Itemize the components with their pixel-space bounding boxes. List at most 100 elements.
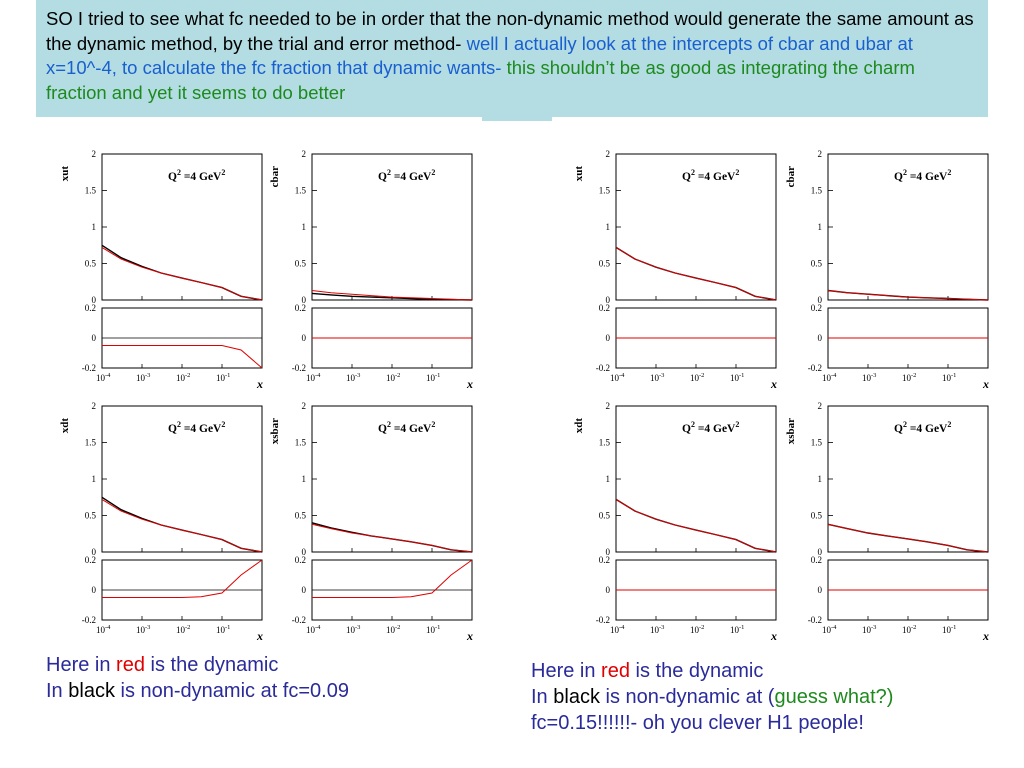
ratio-curve xyxy=(102,559,263,598)
x-tick-label: 10-4 xyxy=(306,624,321,635)
series-dynamic xyxy=(101,246,263,301)
ratio-tick-label: 0.2 xyxy=(811,303,822,313)
ratio-tick-label: 0.2 xyxy=(85,555,96,565)
caption-right-l2-suffix: is non-dynamic at ( xyxy=(605,686,775,708)
x-tick-label: 10-4 xyxy=(822,372,837,383)
ratio-tick-label: 0 xyxy=(818,333,823,343)
series-dynamic xyxy=(311,523,473,553)
x-axis-label: x xyxy=(982,629,989,643)
x-tick-label: 10-1 xyxy=(730,372,744,383)
y-axis-label: xsbar xyxy=(269,418,281,444)
x-tick-label: 10-4 xyxy=(610,624,625,635)
q2-annotation: Q2 =4 GeV2 xyxy=(894,168,951,183)
x-axis-label: x xyxy=(256,629,263,643)
y-tick-label: 2 xyxy=(818,401,823,411)
x-tick-label: 10-1 xyxy=(942,624,956,635)
ratio-tick-label: 0.2 xyxy=(599,555,610,565)
q2-annotation: Q2 =4 GeV2 xyxy=(378,168,435,183)
x-tick-label: 10-3 xyxy=(346,372,360,383)
y-tick-label: 1.5 xyxy=(599,438,611,448)
x-tick-label: 10-3 xyxy=(650,624,664,635)
x-tick-label: 10-1 xyxy=(216,372,230,383)
caption-left-l2-prefix: In xyxy=(46,680,63,702)
x-tick-label: 10-1 xyxy=(730,624,744,635)
series-dynamic xyxy=(827,523,989,553)
ratio-tick-label: -0.2 xyxy=(808,615,822,625)
x-tick-label: 10-3 xyxy=(862,624,876,635)
y-tick-label: 2 xyxy=(818,149,823,159)
caption-left: Here in red is the dynamic In black is n… xyxy=(46,652,349,704)
y-tick-label: 2 xyxy=(92,149,97,159)
y-axis-label: xsbar xyxy=(785,418,797,444)
x-tick-label: 10-2 xyxy=(386,372,400,383)
ratio-tick-label: 0.2 xyxy=(811,555,822,565)
caption-right-red: red xyxy=(601,660,630,682)
x-tick-label: 10-2 xyxy=(902,372,916,383)
series-dynamic xyxy=(615,246,777,301)
x-tick-label: 10-1 xyxy=(942,372,956,383)
q2-annotation: Q2 =4 GeV2 xyxy=(894,420,951,435)
q2-annotation: Q2 =4 GeV2 xyxy=(168,168,225,183)
x-tick-label: 10-3 xyxy=(136,624,150,635)
ratio-tick-label: 0.2 xyxy=(599,303,610,313)
y-tick-label: 1 xyxy=(302,222,307,232)
y-tick-label: 1.5 xyxy=(811,186,823,196)
ratio-tick-label: -0.2 xyxy=(292,615,306,625)
series-non-dynamic xyxy=(615,498,777,553)
x-tick-label: 10-4 xyxy=(306,372,321,383)
series-dynamic xyxy=(311,290,473,301)
x-tick-label: 10-2 xyxy=(176,372,190,383)
series-non-dynamic xyxy=(101,244,263,301)
caption-left-red: red xyxy=(116,654,145,676)
y-tick-label: 1 xyxy=(606,222,611,232)
caption-left-l2-suffix: is non-dynamic at fc=0.09 xyxy=(120,680,349,702)
header-box: SO I tried to see what fc needed to be i… xyxy=(36,0,988,117)
y-tick-label: 1 xyxy=(92,474,97,484)
x-tick-label: 10-2 xyxy=(386,624,400,635)
y-tick-label: 0 xyxy=(92,295,97,305)
header-tab xyxy=(482,117,552,121)
y-axis-label: xdt xyxy=(573,418,585,434)
x-tick-label: 10-1 xyxy=(426,624,440,635)
x-tick-label: 10-1 xyxy=(216,624,230,635)
x-tick-label: 10-2 xyxy=(690,624,704,635)
y-tick-label: 2 xyxy=(606,149,611,159)
y-tick-label: 0 xyxy=(302,547,307,557)
y-tick-label: 0 xyxy=(92,547,97,557)
y-axis-label: cbar xyxy=(269,166,281,188)
ratio-tick-label: -0.2 xyxy=(292,363,306,373)
y-tick-label: 1 xyxy=(818,474,823,484)
x-tick-label: 10-4 xyxy=(610,372,625,383)
caption-right-prefix: Here in xyxy=(531,660,596,682)
y-tick-label: 1 xyxy=(302,474,307,484)
y-tick-label: 1.5 xyxy=(599,186,611,196)
header-green-text: this shouldn’t be as good as integrating… xyxy=(46,57,915,103)
ratio-tick-label: -0.2 xyxy=(82,615,96,625)
y-tick-label: 0.5 xyxy=(295,511,307,521)
caption-left-black: black xyxy=(68,680,115,702)
series-non-dynamic xyxy=(311,522,473,553)
ratio-tick-label: 0 xyxy=(818,585,823,595)
y-tick-label: 0 xyxy=(606,295,611,305)
x-axis-label: x xyxy=(466,377,473,391)
ratio-curve xyxy=(312,559,473,598)
caption-right-suffix: is the dynamic xyxy=(635,660,764,682)
caption-left-prefix: Here in xyxy=(46,654,111,676)
x-axis-label: x xyxy=(256,377,263,391)
ratio-tick-label: 0.2 xyxy=(85,303,96,313)
caption-right-black: black xyxy=(553,686,600,708)
caption-right-green: guess what?) xyxy=(774,686,894,708)
ratio-tick-label: 0 xyxy=(302,333,307,343)
caption-left-suffix: is the dynamic xyxy=(150,654,279,676)
q2-annotation: Q2 =4 GeV2 xyxy=(682,420,739,435)
y-tick-label: 1 xyxy=(606,474,611,484)
series-dynamic xyxy=(827,290,989,301)
header-blue-text: well I actually look at the intercepts o… xyxy=(46,32,913,79)
ratio-tick-label: 0.2 xyxy=(295,555,306,565)
